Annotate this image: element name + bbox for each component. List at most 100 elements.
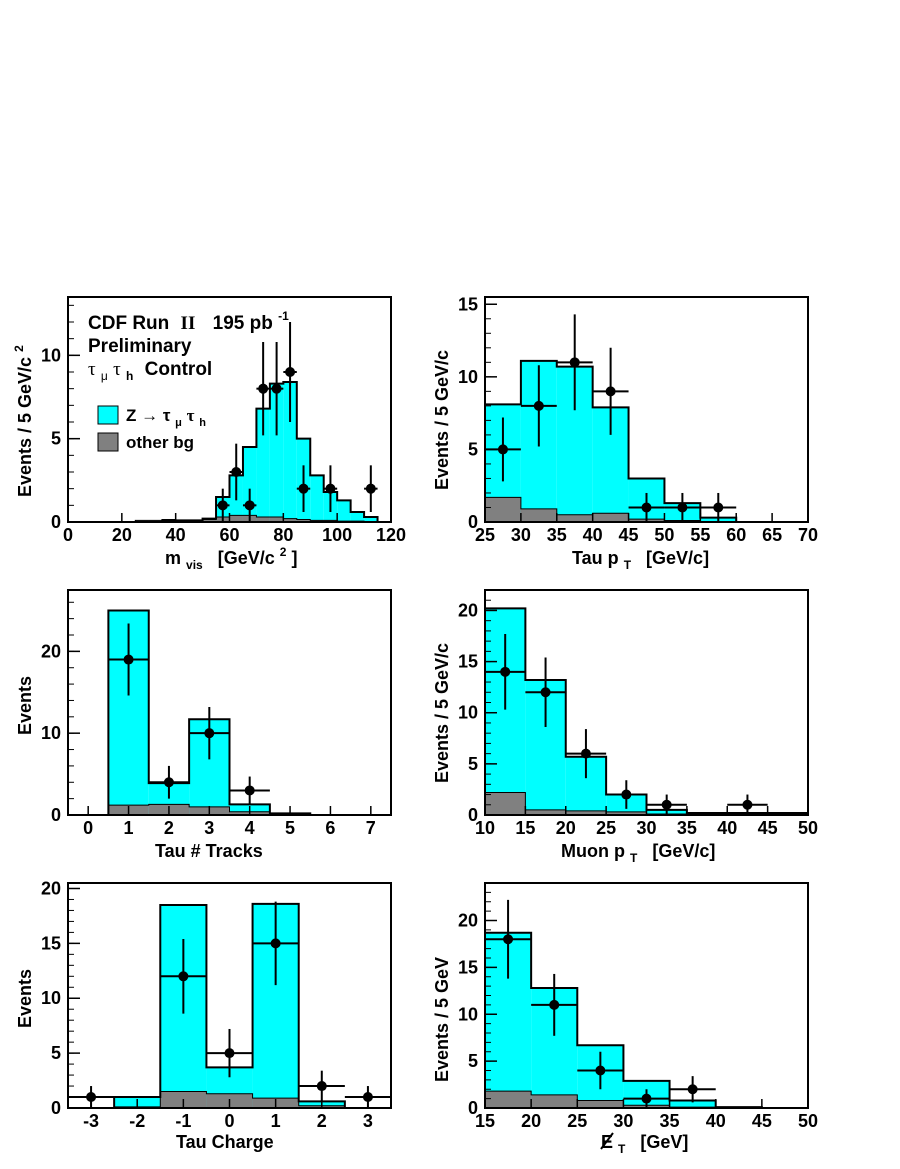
y-tick-label: 10 [458,703,478,723]
annotation-lumi: 195 pb [213,313,273,334]
x-tick-label: 25 [596,818,616,838]
xlabel-sub: vis [186,558,203,572]
plot-area [485,899,808,1108]
ylabel: Events / 5 GeV/c 2 [12,345,35,497]
data-point [86,1092,97,1103]
x-tick-label: 3 [363,1111,373,1131]
ylabel: Events [15,969,35,1028]
x-tick-label: 40 [583,525,603,545]
y-tick-label: 0 [51,1098,61,1118]
y-tick-label: 15 [458,957,478,977]
x-tick-label: 65 [762,525,782,545]
background-bar [256,517,270,522]
annotation-lumi-sup: -1 [278,309,289,323]
data-point [621,789,632,800]
x-tick-label: 60 [219,525,239,545]
xlabel: Tau Charge [176,1132,274,1152]
data-point [742,799,753,810]
y-tick-label: 0 [51,805,61,825]
y-tick-label: 15 [41,933,61,953]
data-point [204,728,215,739]
data-point-group [525,657,566,728]
x-tick-label: 25 [475,525,495,545]
plot-area [485,607,808,815]
panel-tau-charge: -3 -2 -1 0 1 2 3 0 5 10 15 20 Tau Charge Events [15,878,392,1152]
xlabel-unit-close: ] [291,548,297,568]
legend-signal-sub2: h [199,417,206,429]
panel-mvis: 0 20 40 60 80 100 120 0 5 10 CDF Run II 195 pb -1… [12,296,406,572]
background-bar [531,1094,578,1108]
signal-bar [310,475,324,522]
panel-met-marks: 15 20 25 30 35 40 45 50 0 5 10 15 20 [458,882,818,1131]
y-tick-label: 10 [41,988,61,1008]
x-tick-label: 5 [285,818,295,838]
svg-text:τ μ τ: τ μ τ h Control [88,359,212,385]
x-tick-label: 0 [224,1111,234,1131]
signal-outline [485,359,808,522]
x-tick-label: 3 [204,818,214,838]
plot-area [485,314,808,522]
x-tick-label: 15 [475,1111,495,1131]
xlabel: Muon p T [GeV/c] [561,841,715,866]
annotation-line2: Preliminary [88,336,192,357]
data-point-group [577,1051,624,1090]
plot-frame [67,589,392,816]
legend-signal-label: Z → τ [126,406,171,425]
x-tick-label: 35 [660,1111,680,1131]
xlabel-sub: T [624,558,632,572]
x-tick-label: 20 [112,525,132,545]
legend-signal-swatch [97,405,119,425]
xlabel-sub: T [618,1142,626,1156]
data-point [231,467,242,477]
x-tick-label: 70 [798,525,818,545]
x-tick-label: 2 [317,1111,327,1131]
data-point [362,1092,373,1103]
plot-area [107,609,312,815]
data-point-group [229,776,270,805]
x-tick-label: 30 [613,1111,633,1131]
data-point-group [485,633,526,710]
xlabel-unit: [GeV/c [218,548,275,568]
xlabel-unit: [GeV/c] [646,548,709,568]
signal-bar [686,812,728,815]
data-point-group [520,365,557,447]
data-point [271,383,282,394]
data-point-group [669,1076,716,1103]
x-tick-label: 25 [567,1111,587,1131]
data-point-group [148,765,190,799]
data-point [244,500,255,511]
xlabel: Tau p T [GeV/c] [572,548,709,573]
data-point-group [628,492,665,522]
signal-outline [107,609,312,815]
x-tick-label: 7 [366,818,376,838]
panel-muon-pt-marks: 10 15 20 25 30 35 40 45 50 0 5 10 15 20 [458,589,818,838]
x-tick-label: 10 [475,818,495,838]
signal-bar [256,408,270,522]
y-tick-label: 20 [458,600,478,620]
xlabel-main: m [165,548,181,568]
legend-background-label: other bg [126,433,194,452]
data-point-group [206,1028,253,1078]
data-point-group [252,901,299,986]
xlabel-main: Muon p [561,841,625,861]
background-bar [577,1100,624,1108]
x-tick-label: 30 [636,818,656,838]
xlabel-unit: [GeV] [640,1132,688,1152]
data-point [224,1048,235,1059]
x-tick-label: 55 [690,525,710,545]
data-point [178,971,189,982]
y-tick-label: 20 [41,641,61,661]
signal-bar [350,512,365,522]
data-point-group [727,794,768,815]
x-tick-label: -1 [175,1111,191,1131]
annotation-numeral: II [181,313,196,334]
background-bar [606,811,647,815]
y-tick-label: 20 [458,911,478,931]
data-point [258,383,269,394]
y-tick-label: 10 [458,1004,478,1024]
x-tick-label: 35 [547,525,567,545]
y-tick-label: 10 [458,367,478,387]
plot-frame [484,296,809,523]
annotation-sub2: h [126,369,133,383]
panel-tau-charge-marks: -3 -2 -1 0 1 2 3 0 5 10 15 20 [41,878,392,1131]
